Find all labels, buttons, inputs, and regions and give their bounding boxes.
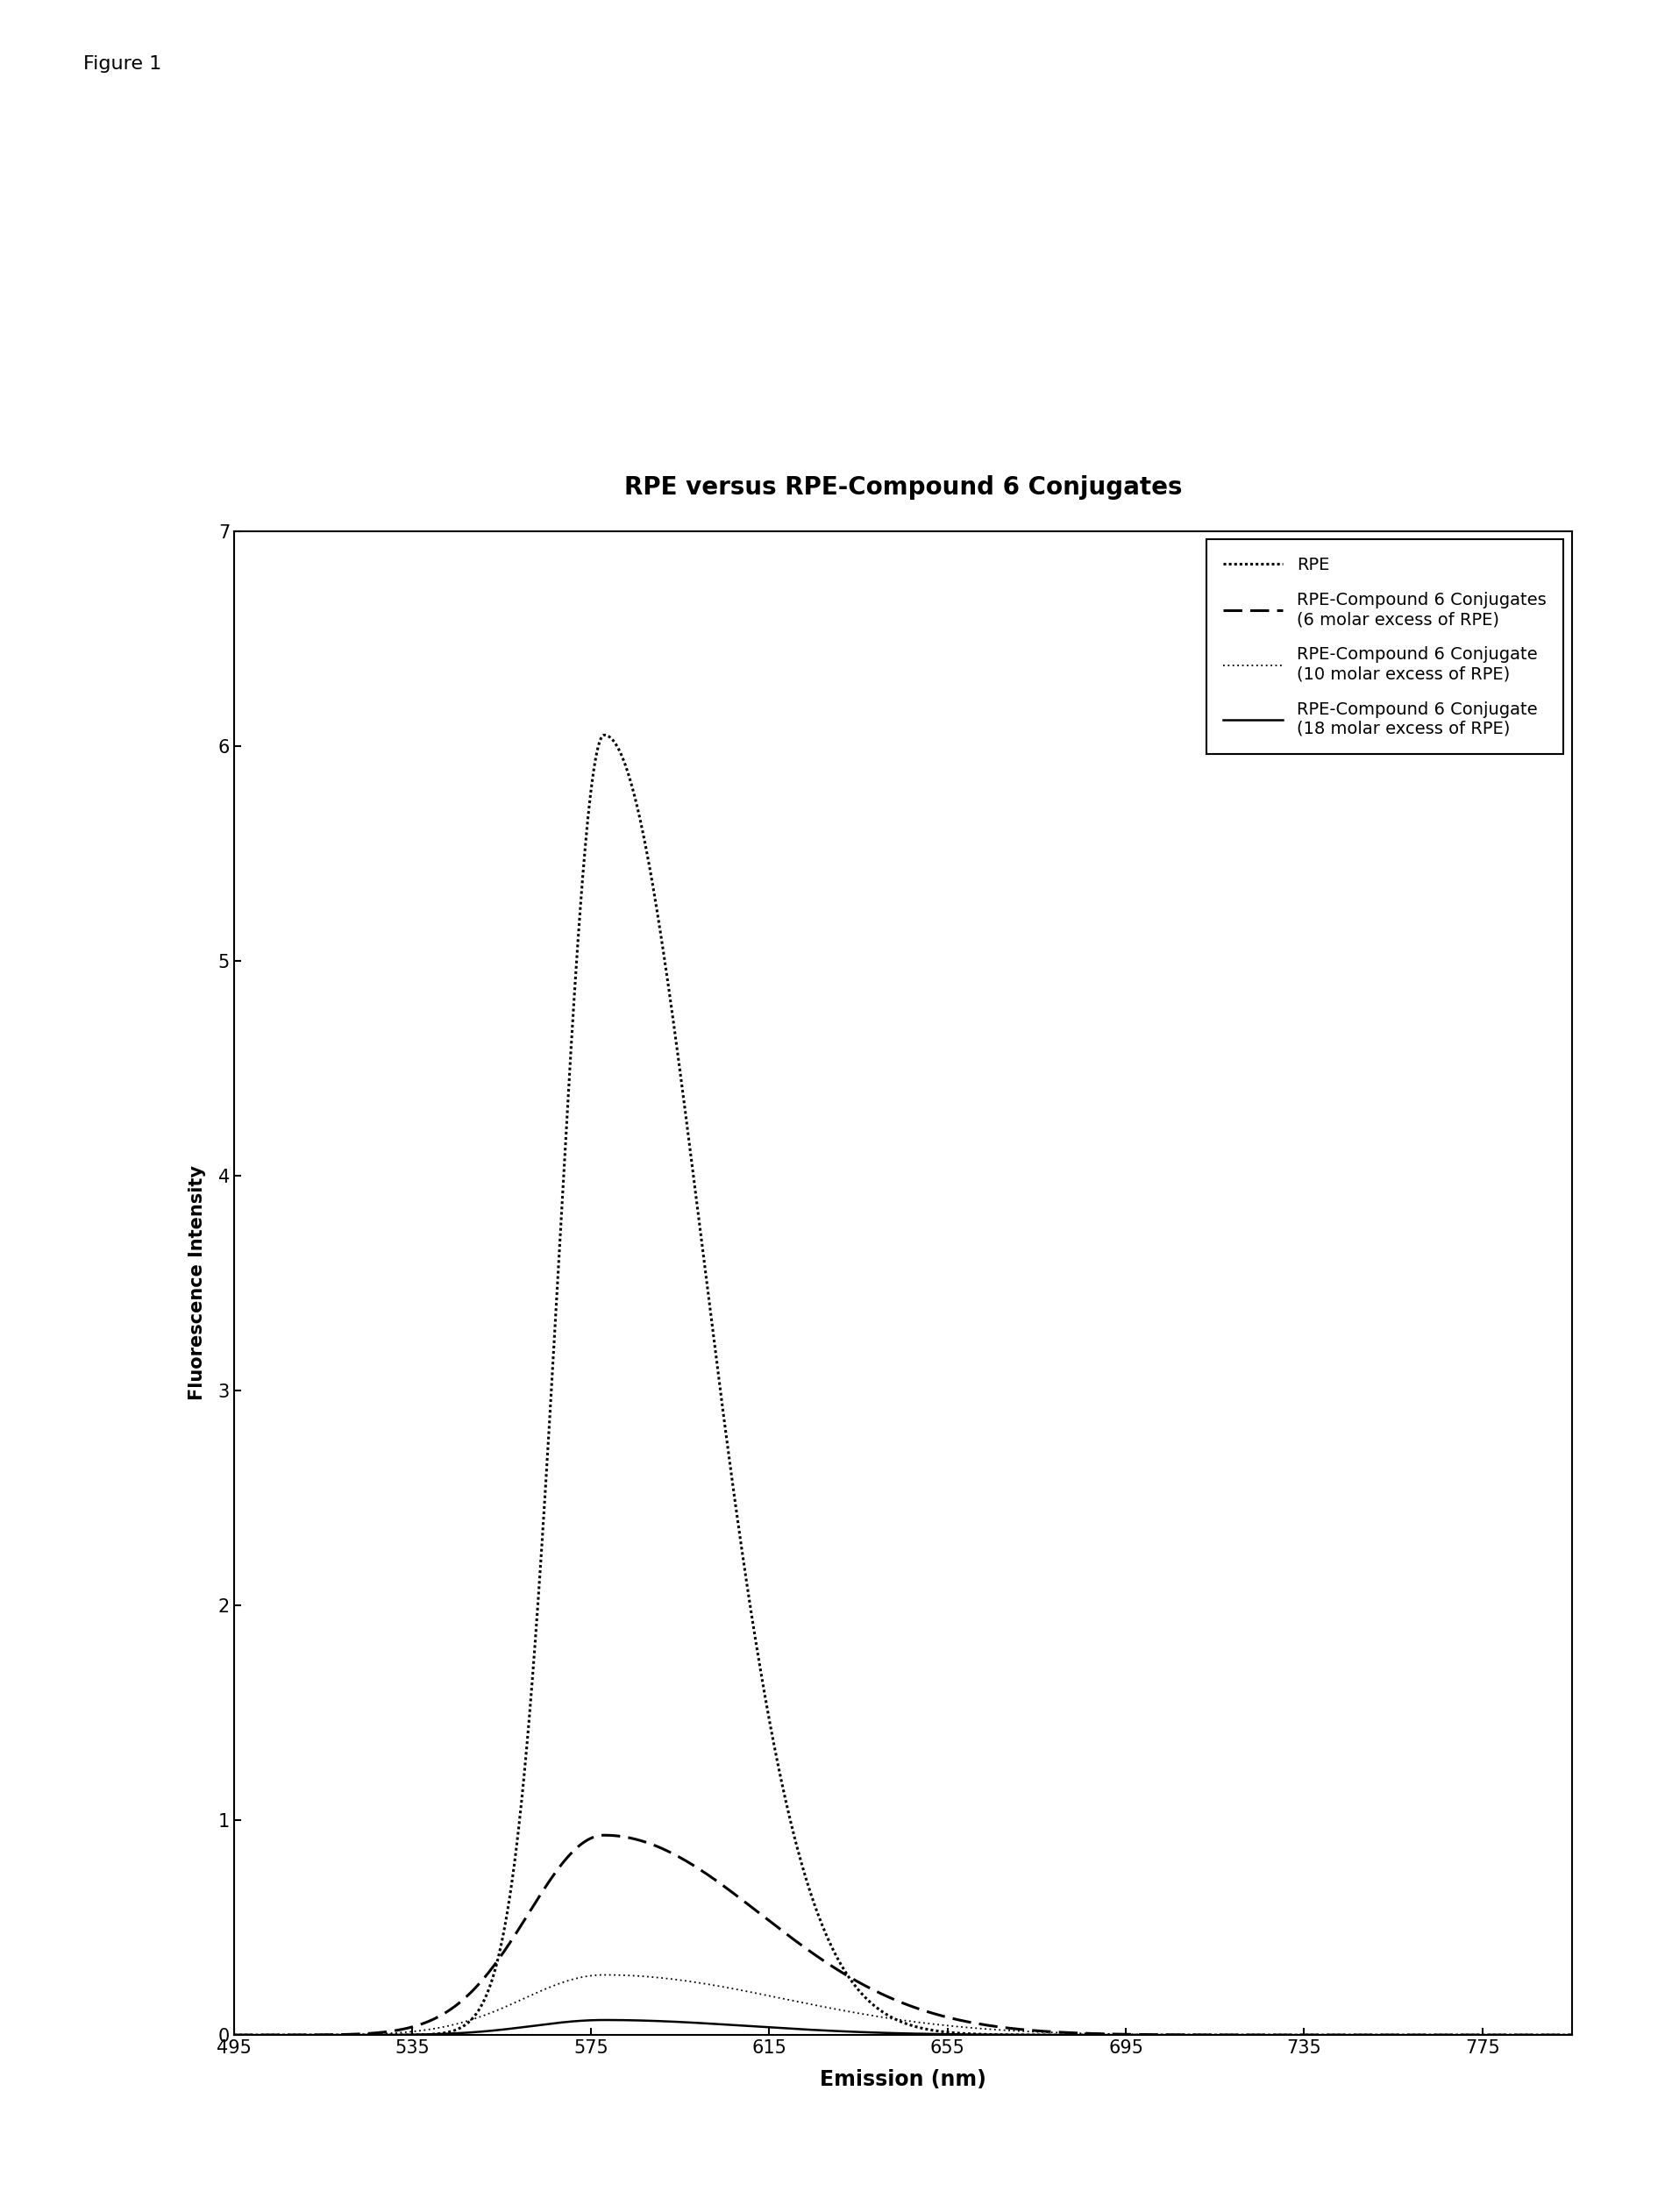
Legend: RPE, RPE-Compound 6 Conjugates
(6 molar excess of RPE), RPE-Compound 6 Conjugate: RPE, RPE-Compound 6 Conjugates (6 molar … <box>1206 540 1563 754</box>
Y-axis label: Fluorescence Intensity: Fluorescence Intensity <box>189 1166 206 1400</box>
Text: Figure 1: Figure 1 <box>84 55 162 73</box>
Title: RPE versus RPE-Compound 6 Conjugates: RPE versus RPE-Compound 6 Conjugates <box>624 476 1182 500</box>
X-axis label: Emission (nm): Emission (nm) <box>819 2068 986 2090</box>
